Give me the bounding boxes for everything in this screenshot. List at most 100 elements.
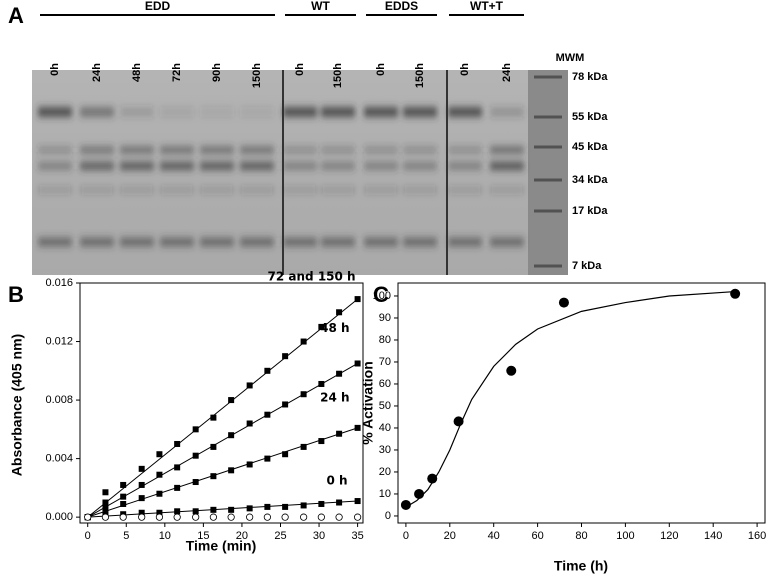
point (558, 297, 569, 308)
plot-frame (79, 282, 364, 524)
group-label: WT (311, 0, 330, 13)
band (240, 238, 274, 246)
band (120, 162, 154, 170)
point (318, 380, 325, 387)
lane-label: 150h (251, 63, 263, 88)
x-tick-label: 20 (444, 530, 456, 542)
point (174, 508, 181, 515)
y-tick-label: 100 (373, 290, 391, 302)
point (300, 513, 308, 521)
point (228, 432, 235, 439)
point (246, 382, 253, 389)
group-label: WT+T (470, 0, 504, 13)
band (200, 187, 234, 193)
band (283, 107, 317, 117)
lane-label: 0h (294, 63, 306, 76)
band (160, 147, 194, 153)
band (321, 238, 355, 246)
y-tick-label: 60 (379, 378, 391, 390)
x-tick-label: 100 (616, 530, 634, 542)
x-tick-label: 5 (123, 530, 129, 542)
band (321, 107, 355, 117)
marker-label: 78 kDa (572, 71, 608, 83)
band (490, 162, 524, 170)
point (120, 493, 127, 500)
y-tick-label: 0.008 (45, 394, 73, 406)
point (192, 452, 199, 459)
point (192, 508, 199, 515)
point (282, 503, 289, 510)
point (138, 481, 145, 488)
point (156, 490, 163, 497)
x-axis-label: Time (h) (554, 558, 608, 574)
band (364, 147, 398, 153)
plot-frame (397, 282, 766, 524)
band (321, 187, 355, 193)
x-axis-label: Time (min) (186, 538, 257, 554)
band (283, 162, 317, 170)
point (228, 467, 235, 474)
gel-bands (38, 107, 524, 246)
band (80, 238, 114, 246)
band (120, 147, 154, 153)
band (448, 107, 482, 117)
marker-label: 17 kDa (572, 205, 608, 217)
band (321, 147, 355, 153)
point (264, 455, 271, 462)
band (364, 238, 398, 246)
point (246, 461, 253, 468)
marker-band (534, 145, 562, 149)
band (283, 147, 317, 153)
point (228, 506, 235, 513)
point (101, 513, 110, 521)
x-tick-label: 0 (403, 530, 409, 542)
band (364, 162, 398, 170)
point (156, 451, 163, 458)
point (192, 513, 200, 521)
point (354, 424, 361, 431)
band (240, 147, 274, 153)
x-tick-label: 0 (85, 530, 91, 542)
lane-label: 150h (414, 63, 426, 88)
point (354, 360, 361, 367)
fit-line (87, 427, 358, 518)
panel-letter: B (8, 282, 24, 307)
y-axis-label: Absorbance (405 nm) (9, 334, 25, 476)
band (38, 147, 72, 153)
x-tick-label: 20 (236, 530, 248, 542)
band (240, 187, 274, 193)
fit-line (87, 298, 358, 518)
point (173, 513, 181, 521)
point (209, 513, 218, 521)
marker-label: 7 kDa (572, 260, 602, 272)
band (448, 238, 482, 246)
point (228, 397, 235, 404)
point (210, 414, 217, 421)
marker-label: 45 kDa (572, 141, 608, 153)
point (282, 401, 289, 408)
point (318, 323, 325, 330)
x-tick-label: 30 (313, 530, 325, 542)
point (156, 471, 163, 478)
point (174, 484, 181, 491)
point (227, 513, 235, 521)
x-tick-label: 35 (351, 530, 363, 542)
y-tick-label: 50 (379, 400, 391, 412)
x-tick-label: 160 (748, 530, 766, 542)
band (283, 187, 317, 193)
band (200, 147, 234, 153)
panel-letter: C (373, 282, 389, 307)
band (160, 187, 194, 193)
series-label: 24 h (320, 390, 349, 404)
point (336, 499, 343, 506)
lane-label: 90h (211, 63, 223, 82)
point (318, 438, 325, 445)
point (300, 338, 307, 345)
point (282, 451, 289, 458)
point (264, 411, 271, 418)
point (318, 500, 325, 507)
point (156, 509, 163, 516)
lane-label: 72h (171, 63, 183, 82)
fit-line (87, 363, 358, 518)
